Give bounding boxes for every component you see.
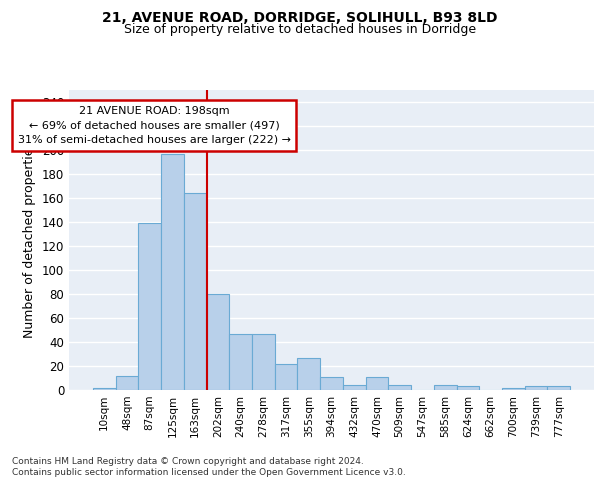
- Text: Contains HM Land Registry data © Crown copyright and database right 2024.
Contai: Contains HM Land Registry data © Crown c…: [12, 458, 406, 477]
- Bar: [298, 358, 320, 390]
- Bar: [252, 334, 275, 390]
- Bar: [93, 388, 116, 390]
- Bar: [343, 385, 365, 390]
- Bar: [388, 385, 411, 390]
- Bar: [502, 388, 524, 390]
- Bar: [457, 386, 479, 390]
- Bar: [434, 385, 457, 390]
- Bar: [161, 154, 184, 390]
- Bar: [365, 377, 388, 390]
- Bar: [275, 364, 298, 390]
- Bar: [139, 223, 161, 390]
- Y-axis label: Number of detached properties: Number of detached properties: [23, 142, 36, 338]
- Bar: [547, 386, 570, 390]
- Text: 21, AVENUE ROAD, DORRIDGE, SOLIHULL, B93 8LD: 21, AVENUE ROAD, DORRIDGE, SOLIHULL, B93…: [102, 11, 498, 25]
- Text: Size of property relative to detached houses in Dorridge: Size of property relative to detached ho…: [124, 22, 476, 36]
- Bar: [229, 334, 252, 390]
- Bar: [206, 294, 229, 390]
- Bar: [320, 377, 343, 390]
- Bar: [116, 376, 139, 390]
- Text: 21 AVENUE ROAD: 198sqm
← 69% of detached houses are smaller (497)
31% of semi-de: 21 AVENUE ROAD: 198sqm ← 69% of detached…: [18, 106, 291, 145]
- Bar: [524, 386, 547, 390]
- Bar: [184, 193, 206, 390]
